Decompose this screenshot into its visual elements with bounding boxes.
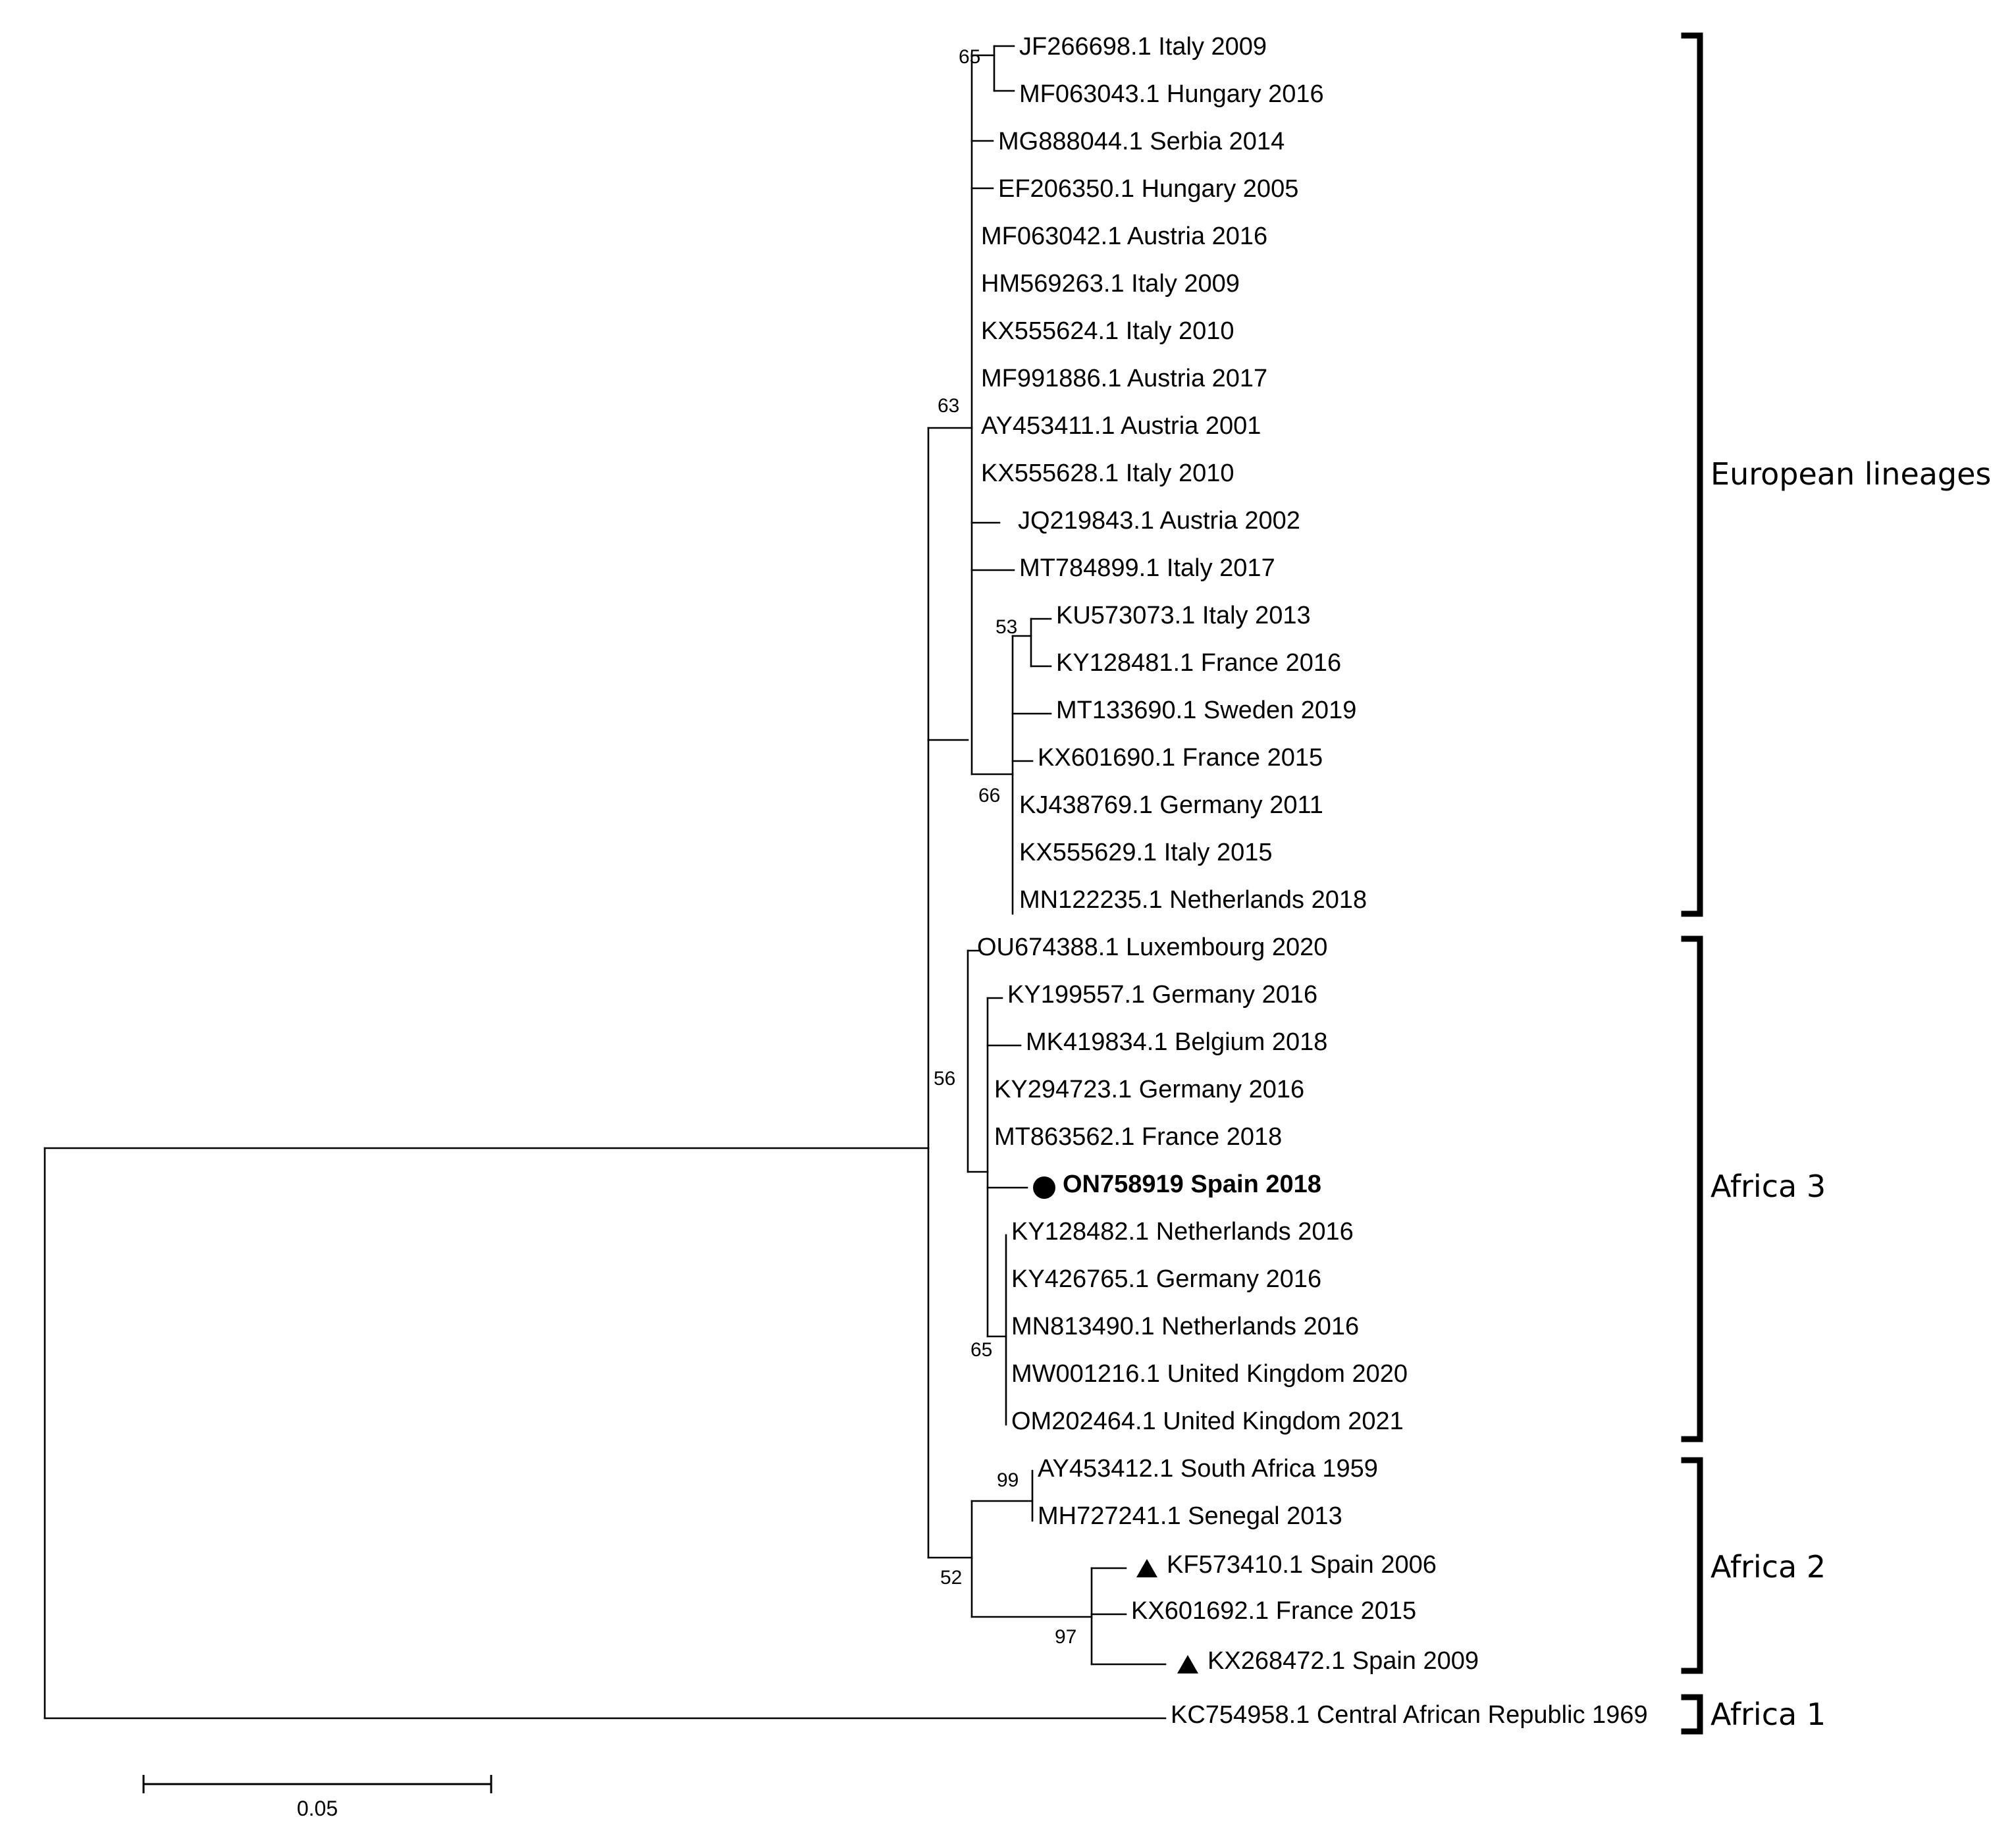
leaf-label: KY199557.1 Germany 2016 xyxy=(1007,981,1317,1009)
support-value: 63 xyxy=(938,395,959,417)
leaf-label: MN813490.1 Netherlands 2016 xyxy=(1011,1313,1359,1340)
support-value: 65 xyxy=(970,1339,992,1361)
clade-labels: European lineages Africa 3 Africa 2 Afri… xyxy=(1711,456,1991,1732)
leaf-label: JQ219843.1 Austria 2002 xyxy=(1018,507,1300,535)
spain-2009-triangle-marker xyxy=(1177,1655,1198,1673)
leaf-label: KX601690.1 France 2015 xyxy=(1038,744,1323,772)
leaf-label: MT784899.1 Italy 2017 xyxy=(1019,554,1275,582)
support-value: 53 xyxy=(995,616,1017,638)
leaf-label: KX555624.1 Italy 2010 xyxy=(981,317,1234,345)
bracket-africa-2 xyxy=(1681,1457,1703,1674)
leaf-label: EF206350.1 Hungary 2005 xyxy=(998,175,1298,203)
leaf-label: KC754958.1 Central African Republic 1969 xyxy=(1171,1701,1648,1729)
leaf-label: KY128481.1 France 2016 xyxy=(1056,649,1341,677)
clade-label-africa-1: Africa 1 xyxy=(1711,1697,1826,1732)
support-value: 99 xyxy=(997,1469,1019,1491)
leaf-label: KU573073.1 Italy 2013 xyxy=(1056,602,1311,629)
clade-brackets xyxy=(1681,32,1703,1735)
leaf-label: AY453411.1 Austria 2001 xyxy=(981,412,1261,440)
leaf-label: MK419834.1 Belgium 2018 xyxy=(1026,1028,1327,1056)
leaf-label: MG888044.1 Serbia 2014 xyxy=(998,128,1285,155)
leaf-label: HM569263.1 Italy 2009 xyxy=(981,270,1240,298)
leaf-label: MF063042.1 Austria 2016 xyxy=(981,223,1267,250)
leaf-label: JF266698.1 Italy 2009 xyxy=(1019,33,1267,61)
leaf-label: KX601692.1 France 2015 xyxy=(1131,1597,1416,1625)
leaf-label: MW001216.1 United Kingdom 2020 xyxy=(1011,1360,1408,1388)
leaf-label: KX555629.1 Italy 2015 xyxy=(1019,839,1273,866)
support-value: 52 xyxy=(940,1567,962,1589)
leaf-label: KX268472.1 Spain 2009 xyxy=(1207,1647,1479,1675)
leaf-label: OU674388.1 Luxembourg 2020 xyxy=(977,934,1327,961)
leaf-label: MT133690.1 Sweden 2019 xyxy=(1056,697,1356,724)
leaf-label: OM202464.1 United Kingdom 2021 xyxy=(1011,1408,1404,1435)
spain-2006-triangle-marker xyxy=(1136,1559,1157,1577)
support-value: 66 xyxy=(978,785,1000,806)
leaf-label-highlight: ON758919 Spain 2018 xyxy=(1063,1171,1321,1198)
leaf-label: MN122235.1 Netherlands 2018 xyxy=(1019,886,1367,914)
scale-bar-label: 0.05 xyxy=(297,1797,338,1820)
support-value: 97 xyxy=(1055,1626,1076,1648)
bracket-european-lineages xyxy=(1681,32,1703,917)
leaf-label: KX555628.1 Italy 2010 xyxy=(981,460,1234,487)
leaf-label: KY128482.1 Netherlands 2016 xyxy=(1011,1218,1354,1246)
leaf-label: MT863562.1 France 2018 xyxy=(994,1123,1282,1151)
clade-label-africa-2: Africa 2 xyxy=(1711,1549,1826,1585)
tree-branches xyxy=(43,45,1167,1720)
clade-label-africa-3: Africa 3 xyxy=(1711,1169,1826,1204)
spain-2018-circle-marker xyxy=(1033,1176,1055,1199)
scale-bar: 0.05 xyxy=(142,1775,492,1820)
support-value: 56 xyxy=(934,1068,955,1090)
leaf-label: KY426765.1 Germany 2016 xyxy=(1011,1265,1321,1293)
leaf-labels: JF266698.1 Italy 2009 MF063043.1 Hungary… xyxy=(977,33,1648,1729)
leaf-label: AY453412.1 South Africa 1959 xyxy=(1038,1455,1378,1483)
leaf-label: KF573410.1 Spain 2006 xyxy=(1167,1551,1437,1579)
clade-label-european-lineages: European lineages xyxy=(1711,456,1991,492)
support-values: 65 63 53 66 56 65 99 52 97 xyxy=(934,46,1076,1648)
bracket-africa-3 xyxy=(1681,935,1703,1442)
leaf-label: KJ438769.1 Germany 2011 xyxy=(1019,791,1323,819)
bracket-africa-1 xyxy=(1681,1694,1703,1735)
support-value: 65 xyxy=(959,46,980,68)
leaf-label: MF991886.1 Austria 2017 xyxy=(981,365,1267,392)
scale-bar-line xyxy=(142,1775,492,1793)
leaf-label: MH727241.1 Senegal 2013 xyxy=(1038,1502,1342,1530)
leaf-label: MF063043.1 Hungary 2016 xyxy=(1019,80,1324,108)
leaf-label: KY294723.1 Germany 2016 xyxy=(994,1076,1304,1103)
